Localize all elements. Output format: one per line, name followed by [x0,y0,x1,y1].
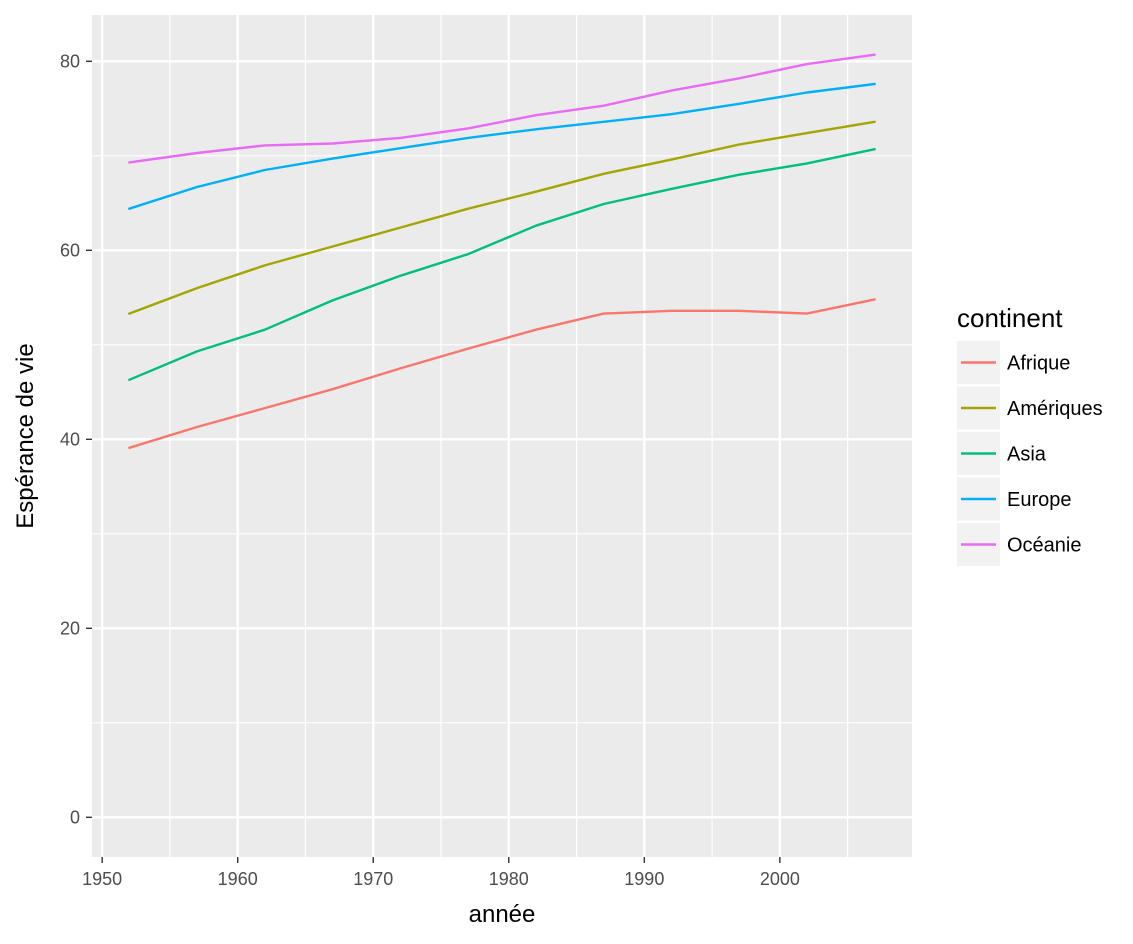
legend-label: Océanie [1007,535,1082,557]
x-axis-title: année [469,901,536,928]
x-tick-label: 2000 [760,869,800,889]
axis-ticks [86,60,781,863]
x-tick-label: 1990 [624,869,664,889]
series-line-europe [128,82,876,210]
y-tick-label: 60 [60,240,80,260]
series-line-océanie [128,53,876,164]
series-line-afrique [128,298,876,449]
legend-label: Amériques [1007,398,1103,420]
series-line-amériques [128,120,876,315]
y-tick-label: 80 [60,51,80,71]
y-tick-labels: 0 20 40 60 80 [60,51,80,827]
x-tick-label: 1980 [489,869,529,889]
series-line-asia [128,147,876,381]
y-tick-label: 0 [70,807,80,827]
plot-panel [92,15,912,857]
x-tick-label: 1970 [353,869,393,889]
series-lines [128,53,876,449]
y-axis-title: Espérance de vie [12,343,39,528]
legend-keys: Afrique Amériques Asia Europe Océanie [957,341,1103,566]
legend-title: continent [957,303,1063,333]
legend-label: Asia [1007,444,1047,466]
y-tick-label: 20 [60,618,80,638]
legend-label: Afrique [1007,353,1070,375]
legend: continent Afrique Amériques Asia Europe Océa… [957,303,1103,566]
major-gridlines [92,15,912,857]
y-tick-label: 40 [60,429,80,449]
legend-label: Europe [1007,489,1072,511]
x-tick-labels: 1950 1960 1970 1980 1990 2000 [82,869,800,889]
x-tick-label: 1950 [82,869,122,889]
x-tick-label: 1960 [218,869,258,889]
